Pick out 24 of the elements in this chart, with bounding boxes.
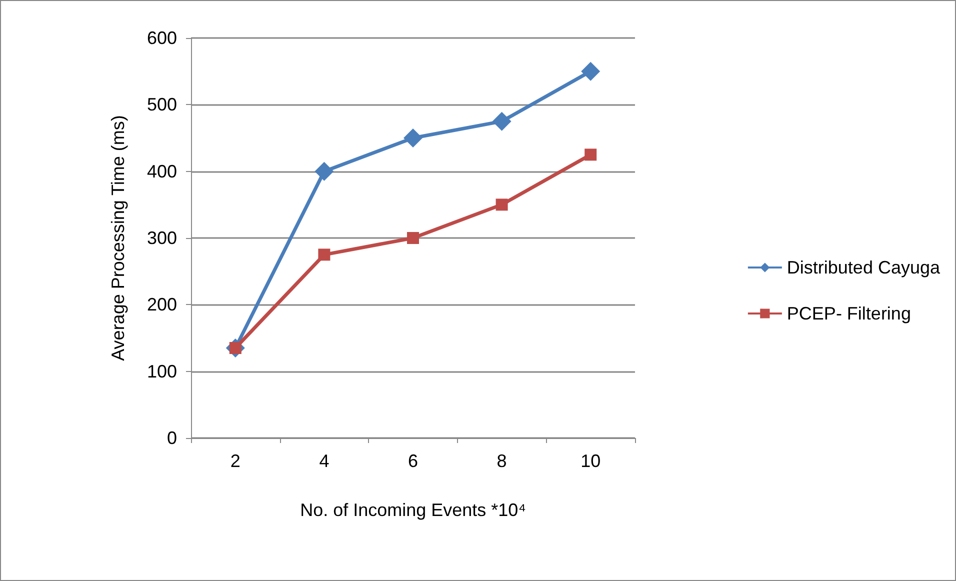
y-axis-title: Average Processing Time (ms) [108,115,128,361]
x-tick-label: 4 [319,451,330,471]
point [581,62,600,81]
point [496,198,508,211]
y-tick-label: 200 [146,294,177,315]
y-tick-label: 400 [146,161,177,182]
x-tick-label: 6 [408,451,418,471]
y-tick-label: 100 [146,361,177,382]
y-tick-label: 500 [146,94,177,115]
y-tick-label: 600 [146,28,177,48]
point [318,248,330,261]
y-tick-label: 0 [166,428,177,448]
x-tick-label: 8 [496,451,507,471]
y-tick-label: 300 [146,228,177,248]
point [404,128,422,148]
x-tick-label: 10 [580,451,601,471]
x-axis-title: No. of Incoming Events *10⁴ [300,500,526,520]
legend-label: Distributed Cayuga [786,258,941,278]
point [492,112,512,131]
legend-label: PCEP- Filtering [786,304,911,324]
point [314,162,334,181]
x-tick-label: 2 [230,451,240,471]
point [407,232,419,244]
point [584,148,597,161]
